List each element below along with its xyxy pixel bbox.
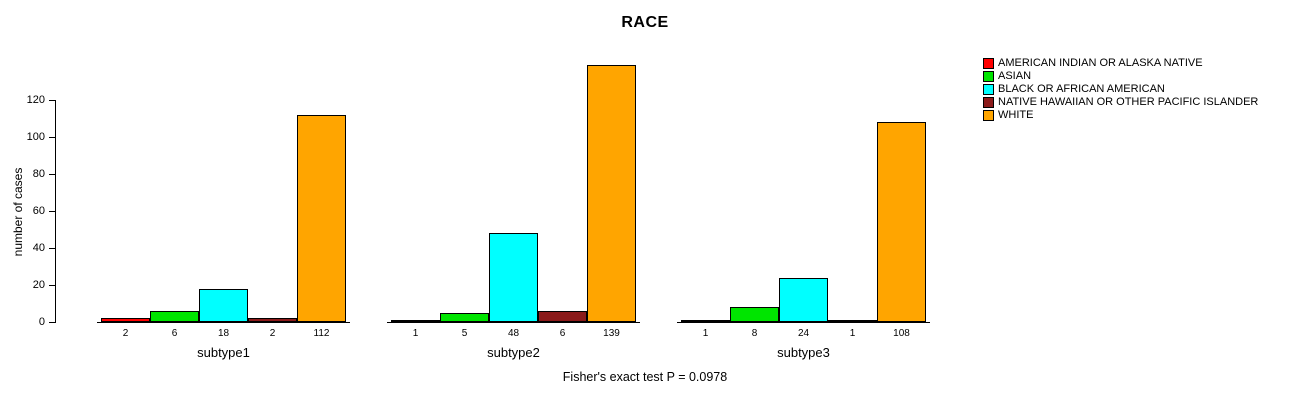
legend-label: AMERICAN INDIAN OR ALASKA NATIVE: [998, 57, 1203, 69]
y-tick-mark: [49, 322, 55, 323]
chart-title: RACE: [621, 14, 669, 31]
bar-value-label: 18: [217, 328, 230, 339]
y-tick-mark: [49, 174, 55, 175]
bar: [538, 311, 587, 322]
bar: [297, 115, 346, 322]
bar: [101, 318, 150, 322]
group-baseline: [677, 322, 930, 323]
y-tick-mark: [49, 100, 55, 101]
legend-item: BLACK OR AFRICAN AMERICAN: [983, 83, 1289, 96]
bar-value-label: 8: [751, 328, 758, 339]
bar: [440, 313, 489, 322]
bar-value-label: 2: [122, 328, 129, 339]
legend-label: ASIAN: [998, 70, 1032, 82]
y-tick-label: 100: [26, 131, 45, 143]
y-tick-label: 40: [32, 242, 45, 254]
y-tick-label: 20: [32, 279, 45, 291]
legend-swatch: [983, 97, 994, 108]
bar-value-label: 6: [171, 328, 178, 339]
bar: [489, 233, 538, 322]
y-tick-label: 60: [32, 205, 45, 217]
category-label: subtype3: [777, 345, 830, 360]
bar-value-label: 1: [702, 328, 709, 339]
legend-swatch: [983, 71, 994, 82]
y-tick-mark: [49, 137, 55, 138]
bar: [150, 311, 199, 322]
bar: [248, 318, 297, 322]
legend-swatch: [983, 84, 994, 95]
y-tick-label: 0: [38, 316, 45, 328]
bar-value-label: 48: [507, 328, 520, 339]
bar-value-label: 1: [849, 328, 856, 339]
bar: [391, 320, 440, 322]
y-tick-mark: [49, 285, 55, 286]
legend-swatch: [983, 110, 994, 121]
y-tick-label: 80: [32, 168, 45, 180]
bar: [828, 320, 877, 322]
bar: [877, 122, 926, 322]
legend-label: NATIVE HAWAIIAN OR OTHER PACIFIC ISLANDE…: [998, 96, 1259, 108]
bar-value-label: 5: [461, 328, 468, 339]
bar: [730, 307, 779, 322]
legend: AMERICAN INDIAN OR ALASKA NATIVE ASIAN BLA…: [983, 57, 1289, 122]
y-tick-mark: [49, 211, 55, 212]
annotation-text: Fisher's exact test P = 0.0978: [562, 370, 728, 384]
bar: [587, 65, 636, 322]
legend-label: WHITE: [998, 109, 1034, 121]
group-baseline: [387, 322, 640, 323]
legend-item: ASIAN: [983, 70, 1289, 83]
bar-value-label: 2: [269, 328, 276, 339]
legend-item: NATIVE HAWAIIAN OR OTHER PACIFIC ISLANDE…: [983, 96, 1289, 109]
y-tick-mark: [49, 248, 55, 249]
bar: [681, 320, 730, 322]
bar-value-label: 6: [559, 328, 566, 339]
legend-swatch: [983, 58, 994, 69]
legend-item: AMERICAN INDIAN OR ALASKA NATIVE: [983, 57, 1289, 70]
category-label: subtype2: [487, 345, 540, 360]
y-axis-line: [55, 100, 56, 323]
legend-label: BLACK OR AFRICAN AMERICAN: [998, 83, 1165, 95]
bar-value-label: 108: [893, 328, 910, 339]
bar-value-label: 24: [797, 328, 810, 339]
group-baseline: [97, 322, 350, 323]
legend-item: WHITE: [983, 109, 1289, 122]
bar-value-label: 1: [412, 328, 419, 339]
bar-value-label: 139: [603, 328, 620, 339]
y-tick-label: 120: [26, 94, 45, 106]
bar-value-label: 112: [313, 328, 330, 339]
bar: [199, 289, 248, 322]
category-label: subtype1: [197, 345, 250, 360]
bar: [779, 278, 828, 322]
